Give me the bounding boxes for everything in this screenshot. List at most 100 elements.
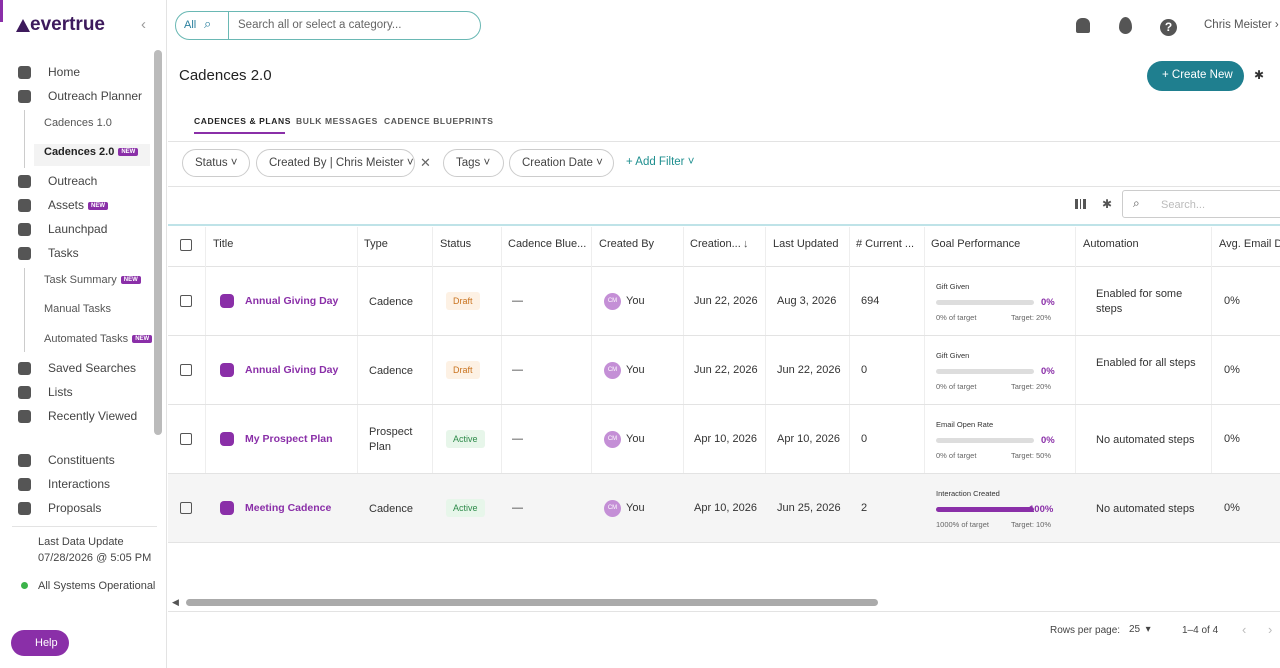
status-dot (21, 582, 28, 589)
filter-chip[interactable]: Status ˅ (182, 149, 250, 177)
goal-percent: 0% (1041, 435, 1055, 446)
nav-icon (18, 502, 31, 515)
row-checkbox[interactable] (180, 364, 192, 376)
prev-page[interactable]: ‹ (1242, 622, 1247, 637)
column-header[interactable]: Avg. Email Do (1219, 238, 1280, 250)
row-checkbox[interactable] (180, 295, 192, 307)
automation: Enabled for some steps (1096, 288, 1183, 315)
columns-icon[interactable] (1075, 199, 1086, 209)
table-row[interactable] (168, 267, 1280, 336)
goal-bar-track (936, 438, 1034, 443)
filter-chip[interactable]: Created By | Chris Meister ˅ (256, 149, 415, 177)
horizontal-scrollbar[interactable] (186, 599, 878, 606)
goal-bar-track (936, 300, 1034, 305)
nav-item[interactable]: Cadences 1.0 (44, 117, 112, 129)
table-row[interactable] (168, 474, 1280, 543)
table-search[interactable]: ⌕ Search... (1122, 190, 1280, 218)
new-badge: NEW (88, 201, 109, 210)
nav-item[interactable]: Assets NEW (48, 198, 109, 212)
nav-item[interactable]: Tasks (48, 246, 79, 260)
status-badge: Draft (446, 361, 480, 379)
flame-icon[interactable] (1119, 17, 1132, 34)
rows-per-page-label: Rows per page: (1050, 625, 1121, 636)
new-badge: NEW (120, 276, 141, 285)
nav-label: Task Summary (44, 274, 117, 286)
next-page[interactable]: › (1268, 622, 1273, 637)
column-header[interactable]: Created By (599, 238, 655, 250)
tab[interactable]: CADENCE BLUEPRINTS (384, 116, 494, 126)
user-menu[interactable]: Chris Meister › (1204, 19, 1279, 31)
nav-item[interactable]: Launchpad (48, 222, 107, 236)
help-button[interactable]: Help (11, 630, 69, 656)
row-title[interactable]: Meeting Cadence (245, 502, 332, 514)
column-header[interactable]: Goal Performance (931, 238, 1021, 250)
table-row[interactable] (168, 405, 1280, 474)
nav-item[interactable]: Outreach (48, 174, 97, 188)
create-new-button[interactable]: + Create New (1147, 61, 1244, 91)
filter-label: Tags (456, 157, 481, 169)
nav-icon (18, 66, 31, 79)
nav-item[interactable]: Constituents (48, 453, 115, 467)
table-row[interactable] (168, 336, 1280, 405)
tab[interactable]: BULK MESSAGES (296, 116, 378, 126)
nav-item[interactable]: Home (48, 65, 80, 79)
nav-icon (18, 362, 31, 375)
nav-label: Launchpad (48, 222, 108, 236)
column-header[interactable]: Type (364, 238, 388, 250)
table-settings-icon[interactable]: ✱ (1102, 197, 1113, 211)
table-toolbar (168, 186, 1280, 226)
nav-label: Assets (48, 198, 85, 212)
nav-item[interactable]: Task Summary NEW (44, 274, 141, 286)
select-all[interactable] (180, 239, 192, 251)
column-header[interactable]: Status (440, 238, 472, 250)
goal-name: Interaction Created (936, 489, 1000, 498)
nav-item[interactable]: Automated Tasks NEW (44, 333, 153, 345)
automation: Enabled for all steps (1096, 357, 1196, 369)
collapse[interactable]: ‹ (141, 16, 146, 33)
settings-icon[interactable]: ✱ (1254, 68, 1265, 82)
filter-chip[interactable]: Tags ˅ (443, 149, 504, 177)
column-header[interactable]: Title (213, 238, 234, 250)
blueprint: — (512, 295, 523, 307)
column-divider (357, 227, 358, 543)
nav-item[interactable]: Recently Viewed (48, 409, 137, 423)
column-header[interactable]: Automation (1083, 238, 1139, 250)
search-scope[interactable]: All (184, 19, 197, 31)
add-filter[interactable]: + Add Filter ˅ (626, 156, 695, 168)
nav-item[interactable]: Lists (48, 385, 73, 399)
nav-item[interactable]: Interactions (48, 477, 110, 491)
column-divider (1075, 227, 1076, 543)
help-icon[interactable]: ? (1160, 19, 1177, 36)
filter-chip[interactable]: Creation Date ˅ (509, 149, 614, 177)
nav-item[interactable]: Outreach Planner (48, 89, 142, 103)
row-title[interactable]: Annual Giving Day (245, 364, 339, 376)
column-header[interactable]: # Current ... (856, 238, 915, 250)
scroll-left[interactable]: ◀ (172, 597, 179, 607)
nav-item[interactable]: Cadences 2.0 NEW (44, 146, 139, 158)
row-checkbox[interactable] (180, 433, 192, 445)
goal-percent: 100% (1029, 504, 1054, 515)
column-header[interactable]: Cadence Blue... (508, 238, 587, 250)
clear-filter[interactable]: ✕ (420, 155, 431, 170)
table-search-placeholder: Search... (1161, 199, 1206, 211)
column-divider (501, 227, 502, 543)
footer-divider (168, 611, 1280, 612)
global-search[interactable]: All ⌕ Search all or select a category... (175, 11, 481, 40)
sort-icon[interactable]: ↓ (743, 238, 749, 250)
nav-item[interactable]: Manual Tasks (44, 303, 111, 315)
goal-name: Gift Given (936, 351, 970, 360)
tab[interactable]: CADENCES & PLANS (194, 116, 291, 126)
column-header[interactable]: Last Updated (773, 238, 839, 250)
rows-per-page-value: 25 (1129, 624, 1141, 635)
row-checkbox[interactable] (180, 502, 192, 514)
row-title[interactable]: Annual Giving Day (245, 295, 339, 307)
notifications-icon[interactable] (1076, 18, 1090, 33)
nav-item[interactable]: Saved Searches (48, 361, 136, 375)
rows-per-page[interactable]: 25 ▾ (1129, 624, 1151, 635)
nav-item[interactable]: Proposals (48, 501, 101, 515)
row-icon (220, 294, 234, 308)
row-title[interactable]: My Prospect Plan (245, 433, 333, 445)
column-header[interactable]: Creation... (690, 238, 741, 250)
column-divider (591, 227, 592, 543)
